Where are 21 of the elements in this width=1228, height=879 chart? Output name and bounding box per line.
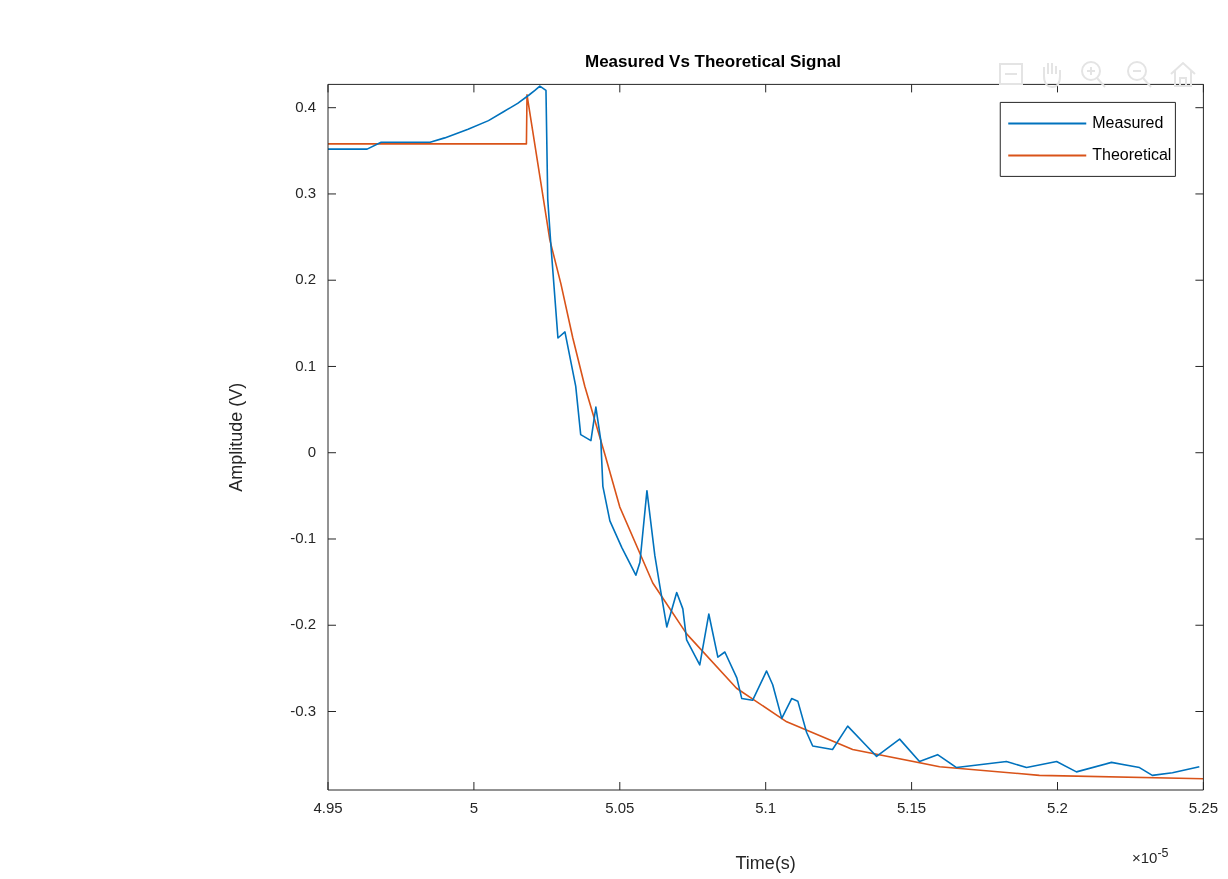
y-tick-label: -0.3: [290, 701, 316, 719]
legend-label: Theoretical: [1092, 145, 1172, 163]
x-tick-label: 5.15: [897, 799, 927, 817]
x-tick-label: 5.2: [1047, 799, 1068, 817]
x-tick-label: 4.95: [313, 799, 343, 817]
y-tick-label: 0.4: [295, 97, 316, 115]
x-tick-label: 5.1: [755, 799, 777, 817]
y-tick-label: 0.3: [295, 184, 316, 202]
y-tick-label: 0: [307, 442, 316, 460]
chart-title: Measured Vs Theoretical Signal: [584, 51, 842, 71]
y-tick-label: 0.2: [295, 270, 316, 288]
x-tick-label: 5: [469, 799, 479, 817]
y-tick-label: -0.1: [290, 529, 316, 547]
text: ×10$^{-5}$: [1132, 846, 1169, 866]
legend-label: Measured: [1092, 113, 1164, 131]
x-tick-label: 5.25: [1188, 799, 1218, 817]
y-axis-title: Amplitude (V): [225, 382, 246, 492]
y-tick-label: 0.1: [295, 356, 316, 374]
x-tick-label: 5.05: [605, 799, 635, 817]
y-tick-label: -0.2: [290, 615, 316, 633]
x-axis-title: Time(s): [735, 853, 796, 874]
